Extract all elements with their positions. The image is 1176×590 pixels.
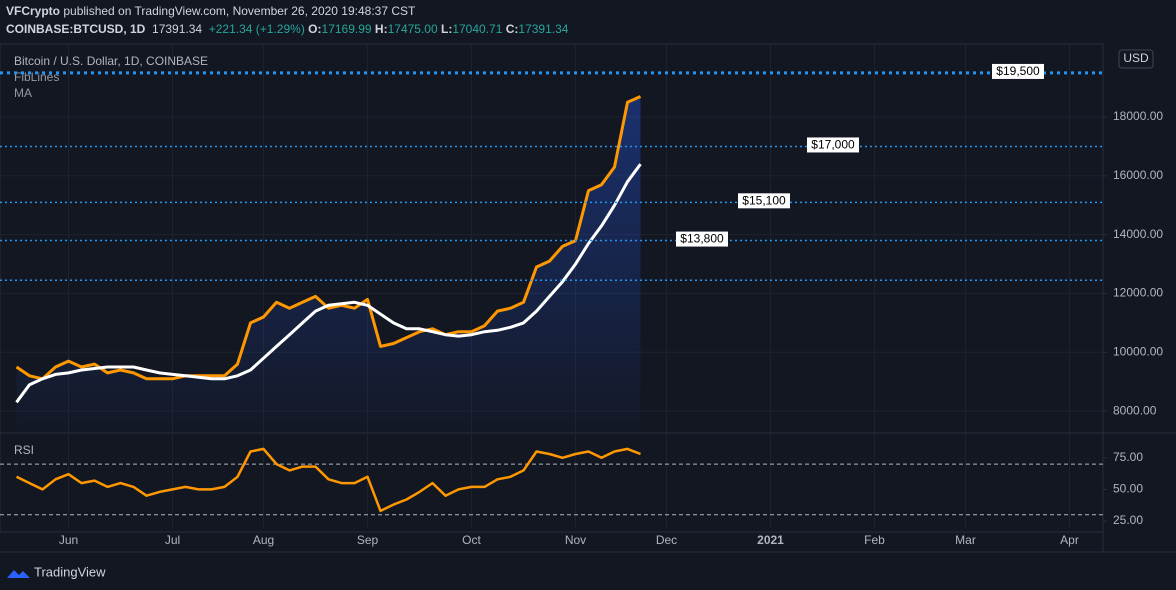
- x-tick-label: Sep: [357, 533, 379, 547]
- pane-title: Bitcoin / U.S. Dollar, 1D, COINBASE: [14, 54, 208, 68]
- indicator-label: FibLines: [14, 70, 59, 84]
- last: 17391.34: [152, 22, 203, 36]
- y-tick-label: 12000.00: [1113, 286, 1163, 300]
- y-tick-label: 25.00: [1113, 513, 1143, 527]
- change: +221.34 (+1.29%): [208, 22, 305, 36]
- c-label: C:: [505, 22, 519, 36]
- y-tick-label: 50.00: [1113, 482, 1143, 496]
- series-line: [15, 95, 642, 381]
- x-tick-label: Feb: [864, 533, 885, 547]
- fib-label-box: [807, 137, 859, 153]
- x-tick-label: Jun: [59, 533, 78, 547]
- pane: 8000.00 10000.00 12000.00 14000.00 16000.00 1…: [0, 49, 1163, 432]
- close: 17391.34: [518, 22, 569, 36]
- fib-label: $15,100: [742, 194, 786, 208]
- symbol: COINBASE:BTCUSD, 1D: [6, 22, 146, 36]
- series-line: [15, 447, 641, 513]
- fib-label-box: [992, 63, 1044, 79]
- fib-label: $17,000: [811, 138, 855, 152]
- y-tick-label: 8000.00: [1113, 403, 1157, 417]
- h-label: H:: [374, 22, 388, 36]
- publish-line: VFCrypto published on TradingView.com, N…: [6, 4, 415, 18]
- currency: USD: [1123, 51, 1149, 65]
- y-tick-label: 18000.00: [1113, 109, 1163, 123]
- fib-label-box: [676, 231, 728, 247]
- published: published on TradingView.com, November 2…: [63, 4, 416, 18]
- quote-line: COINBASE:BTCUSD, 1D 17391.34 +221.34 (+1…: [6, 22, 568, 36]
- brand: TradingView: [34, 564, 106, 579]
- o-label: O:: [308, 22, 322, 36]
- x-tick-label: Mar: [955, 533, 976, 547]
- l-label: L:: [441, 22, 453, 36]
- x-tick-label: Apr: [1060, 533, 1079, 547]
- indicator-label: MA: [14, 86, 32, 100]
- y-tick-label: 10000.00: [1113, 344, 1163, 358]
- high: 17475.00: [387, 22, 438, 36]
- brand-logo: [7, 570, 30, 578]
- y-tick-label: 75.00: [1113, 450, 1143, 464]
- y-tick-label: 16000.00: [1113, 168, 1163, 182]
- y-tick-label: 14000.00: [1113, 227, 1163, 241]
- series-line: [15, 163, 642, 404]
- fib-label: $19,500: [996, 64, 1040, 78]
- x-tick-label: Dec: [656, 533, 677, 547]
- x-tick-label: Jul: [165, 533, 180, 547]
- fib-label-box: [738, 193, 790, 209]
- x-tick-label: Nov: [565, 533, 586, 547]
- price-area: [16, 96, 641, 432]
- x-tick-label: 2021: [757, 533, 784, 547]
- low: 17040.71: [452, 22, 503, 36]
- publisher: VFCrypto: [6, 4, 60, 18]
- open: 17169.99: [321, 22, 372, 36]
- currency-badge: [1118, 49, 1154, 69]
- fib-label: $13,800: [680, 232, 724, 246]
- x-tick-label: Aug: [253, 533, 274, 547]
- pane: 25.00 50.00 75.00 RSI: [0, 443, 1143, 527]
- x-tick-label: Oct: [462, 533, 481, 547]
- pane-title: RSI: [14, 443, 34, 457]
